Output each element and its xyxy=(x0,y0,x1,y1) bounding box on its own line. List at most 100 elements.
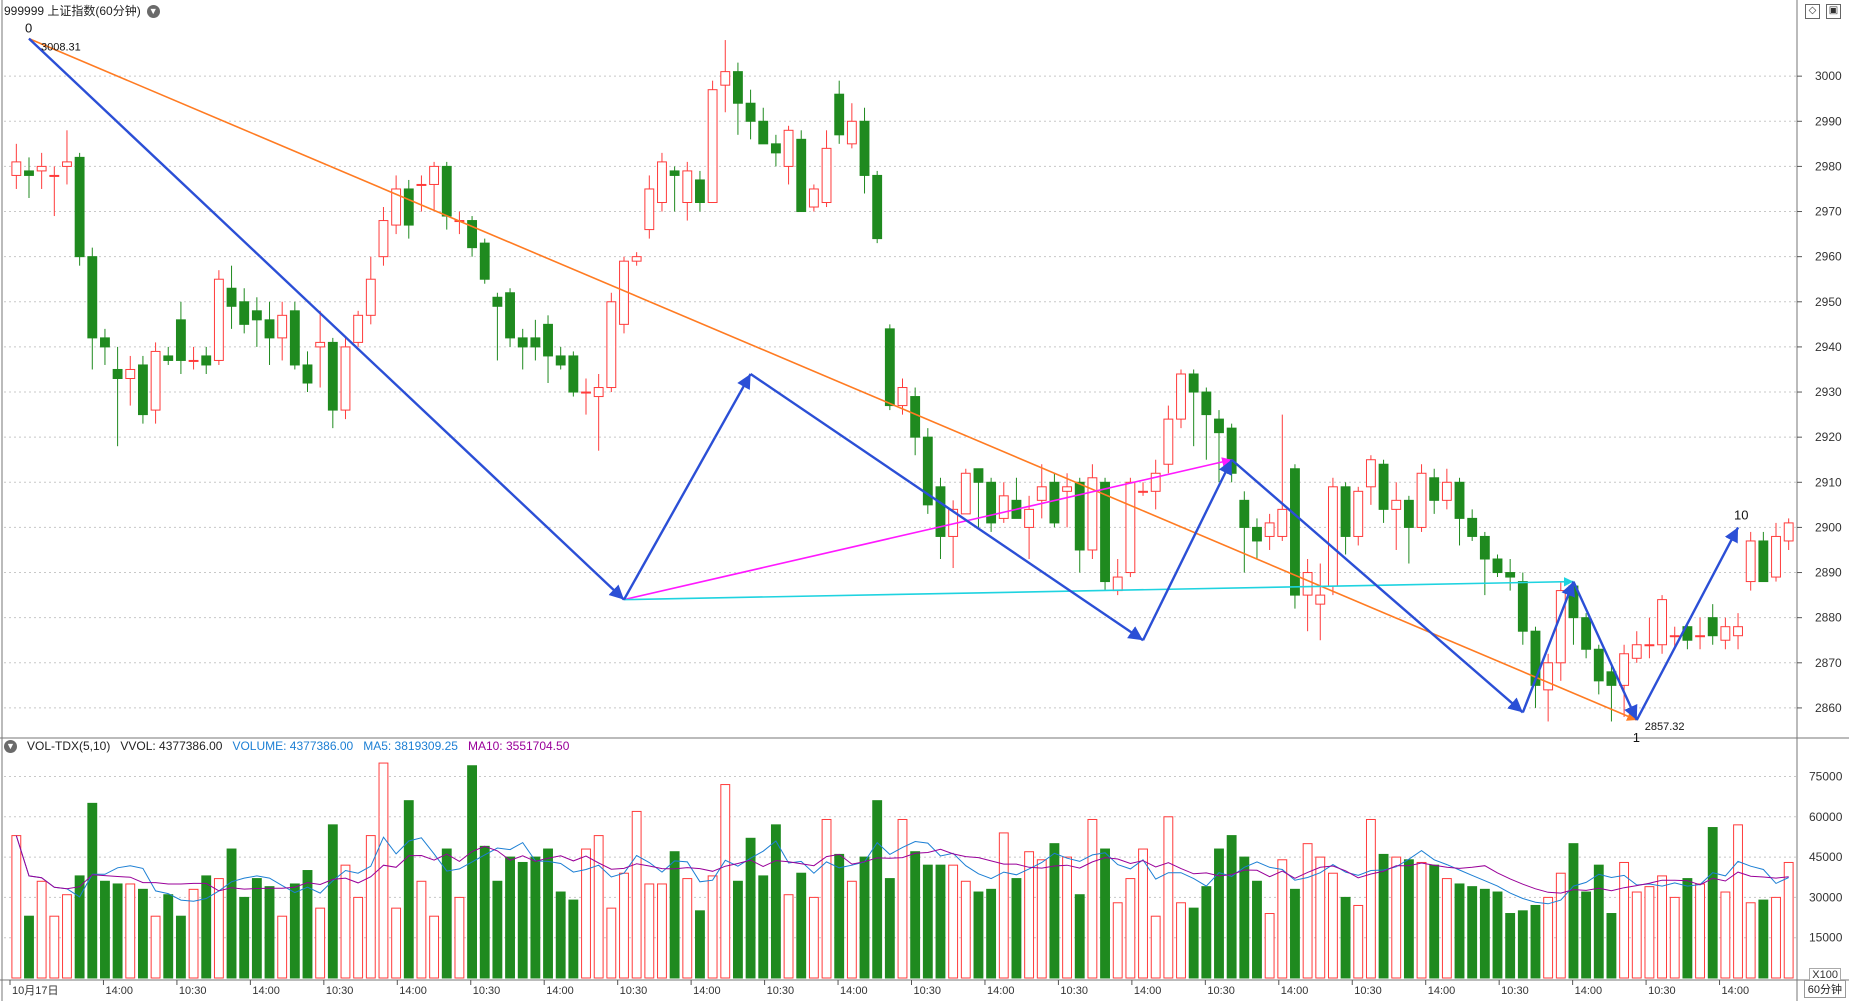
x-tick-label: 14:00 xyxy=(105,985,133,997)
volume-bar xyxy=(505,856,515,979)
candle xyxy=(188,346,199,370)
candle-body xyxy=(555,355,566,366)
volume-bar xyxy=(669,851,680,979)
candle-body xyxy=(1593,648,1604,682)
candle-body xyxy=(1138,490,1148,493)
chevron-down-icon[interactable]: ▼ xyxy=(4,739,17,753)
volume-bar xyxy=(201,875,212,979)
volume-bar xyxy=(1150,915,1161,979)
candle xyxy=(770,134,781,167)
candle-body xyxy=(112,368,123,379)
ma5-value: MA5: 3819309.25 xyxy=(363,739,458,753)
candle xyxy=(581,378,591,415)
candle-body xyxy=(1669,635,1680,638)
candle xyxy=(1707,604,1718,645)
x-tick-label: 14:00 xyxy=(252,985,280,997)
volume-bar xyxy=(403,800,414,979)
volume-bar xyxy=(1024,851,1035,979)
candle-body xyxy=(1214,418,1224,434)
volume-bar xyxy=(429,915,440,979)
candle xyxy=(1403,495,1414,564)
price-tick-label: 2960 xyxy=(1815,250,1842,264)
candle xyxy=(1264,513,1275,550)
candle-body xyxy=(277,314,288,339)
candle-body xyxy=(1315,594,1326,605)
candle-body xyxy=(1277,508,1288,537)
volume-bar xyxy=(1631,891,1642,979)
candle xyxy=(1479,531,1490,596)
volume-bar xyxy=(327,824,338,979)
panel-toggle-icon[interactable]: ▣ xyxy=(1826,4,1841,19)
volume-bar xyxy=(1138,848,1148,979)
candle xyxy=(403,179,414,239)
x-tick-label: 14:00 xyxy=(546,985,574,997)
x-tick-label: 14:00 xyxy=(693,985,721,997)
candle-body xyxy=(1555,590,1566,664)
candle xyxy=(657,152,667,212)
volume-bar xyxy=(910,851,921,979)
candle-body xyxy=(429,165,440,185)
candle-body xyxy=(163,355,174,361)
ma5-line xyxy=(15,835,1789,905)
candle xyxy=(1581,613,1592,659)
candle-body xyxy=(720,71,731,86)
candle xyxy=(1036,464,1047,519)
volume-bar xyxy=(935,864,946,979)
wave-label-0: 0 xyxy=(25,21,32,36)
candle xyxy=(74,152,85,266)
volume-bar xyxy=(796,872,807,979)
candle xyxy=(1087,464,1098,560)
price-tick-label: 2970 xyxy=(1815,205,1842,219)
candle xyxy=(163,346,174,365)
volume-bar xyxy=(581,848,591,979)
ma10-line xyxy=(15,835,1789,894)
chevron-down-icon[interactable]: ▼ xyxy=(146,4,160,18)
candle-body xyxy=(517,337,528,348)
candle xyxy=(1150,459,1161,510)
candle xyxy=(1214,410,1224,483)
price-tick-label: 2950 xyxy=(1815,295,1842,309)
candle xyxy=(315,310,326,388)
candle-body xyxy=(682,170,693,204)
blue-wave-segment xyxy=(1521,581,1575,713)
candle xyxy=(201,346,212,374)
cyan-trendline xyxy=(623,576,1574,601)
candle xyxy=(1252,518,1262,560)
volume-bar xyxy=(150,915,161,979)
diamond-icon[interactable]: ◇ xyxy=(1805,4,1820,19)
volume-bar xyxy=(1568,843,1579,979)
volume-bar xyxy=(416,880,427,979)
candle-body xyxy=(593,387,604,398)
candle-body xyxy=(467,220,478,249)
volume-bar xyxy=(1758,899,1769,979)
period-selector[interactable]: 60分钟 xyxy=(1803,980,1846,998)
candle xyxy=(251,297,262,347)
price-tick-label: 2940 xyxy=(1815,340,1842,354)
candle-body xyxy=(796,138,807,213)
volume-bar xyxy=(163,894,174,979)
volume-bar xyxy=(986,888,997,979)
candle-body xyxy=(1112,576,1123,592)
volume-bar xyxy=(100,880,110,979)
volume-bar xyxy=(1290,888,1300,979)
volume-bar xyxy=(872,800,883,979)
volume-bar xyxy=(758,875,769,979)
candle xyxy=(1176,369,1186,429)
candle xyxy=(429,161,440,212)
volume-bar xyxy=(1176,902,1186,979)
candle-body xyxy=(1290,468,1300,596)
candle-body xyxy=(239,301,250,325)
volume-bar xyxy=(175,915,186,979)
candle-body xyxy=(1429,477,1440,501)
candle-body xyxy=(834,93,845,136)
candle xyxy=(1467,509,1478,541)
volume-bar xyxy=(745,837,756,979)
volume-bar xyxy=(846,880,857,979)
volume-bar xyxy=(62,894,72,979)
volume-value: VOLUME: 4377386.00 xyxy=(232,739,354,753)
volume-bar xyxy=(1555,872,1566,979)
volume-bar xyxy=(239,896,250,979)
candle xyxy=(1163,405,1174,474)
candle xyxy=(745,89,756,140)
